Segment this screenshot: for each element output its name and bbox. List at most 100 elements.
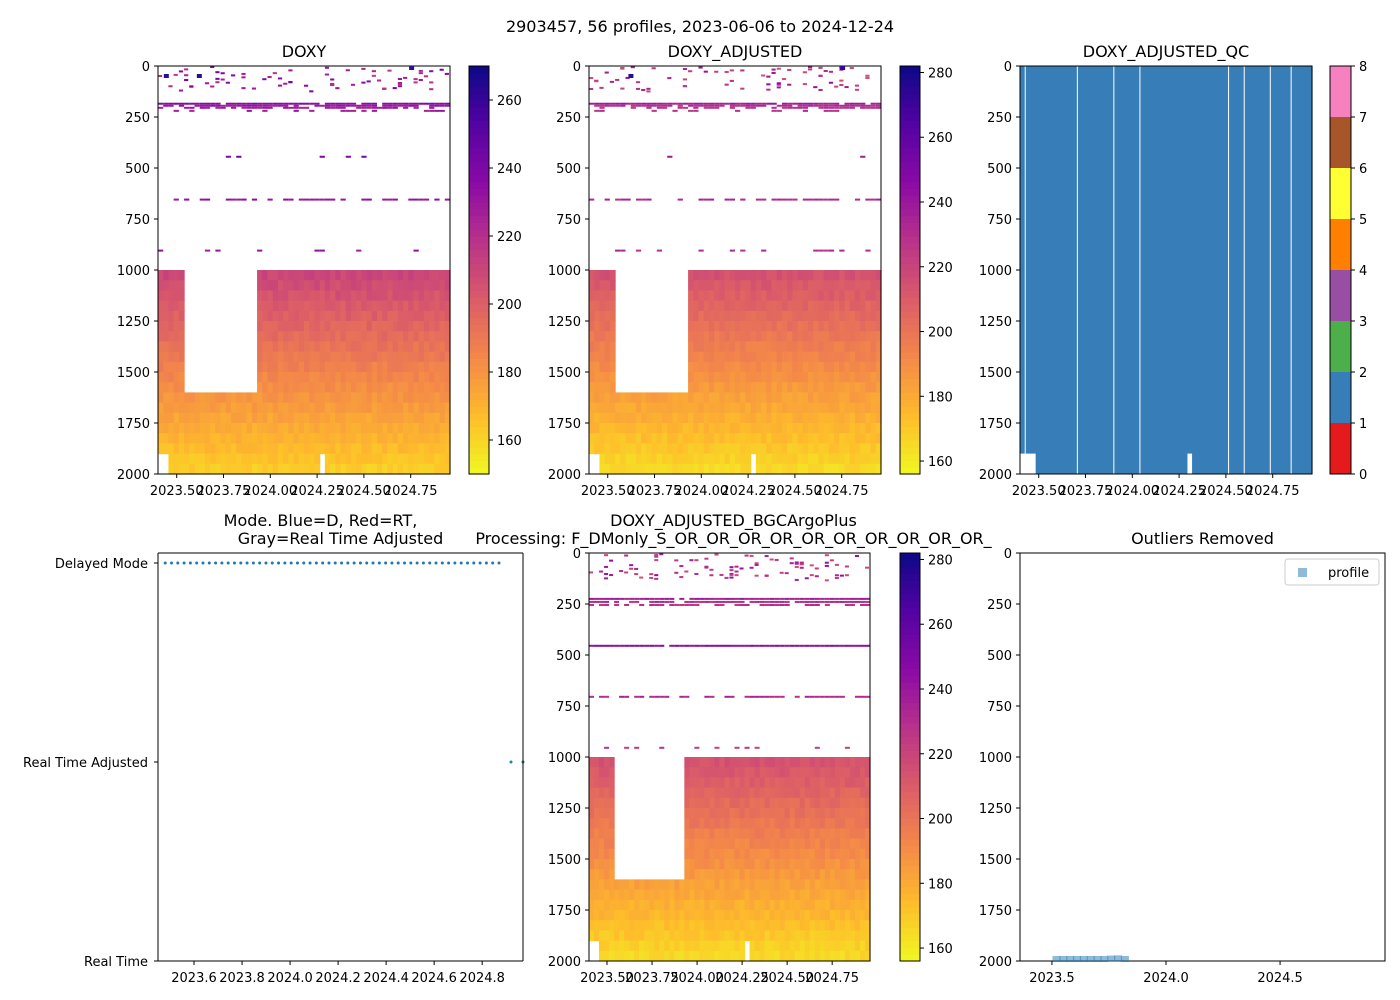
doxy_adj-cell (698, 433, 705, 444)
mode-point (390, 561, 394, 565)
doxy_adj-cell (781, 402, 788, 414)
doxy_adj-cell (766, 290, 773, 302)
bgc-cell (819, 940, 826, 952)
doxy-cell (361, 443, 368, 455)
bgc-cell (589, 757, 595, 768)
doxy_adj-cell (839, 443, 846, 455)
bgc-cell (604, 757, 610, 768)
bgc-cell (774, 879, 781, 891)
bgc-streak (749, 695, 755, 698)
bgc-cell (799, 767, 806, 778)
doxy_adj-cell (755, 433, 762, 444)
doxy_adj-cell (698, 361, 705, 373)
doxy_adj-colorbar-band (900, 256, 920, 264)
mode-point (195, 561, 199, 565)
doxy_adj-cell (740, 372, 747, 383)
doxy_adj-cell (766, 300, 773, 312)
mode-point (409, 561, 413, 565)
doxy_adj-cell (615, 453, 621, 465)
bgc-cell (794, 889, 801, 901)
bgc-speck (684, 570, 689, 573)
bgc-streak (764, 600, 770, 603)
doxy-cell (204, 443, 211, 455)
doxy-cell (397, 270, 404, 281)
doxy-cell (178, 341, 185, 353)
doxy-cell (277, 361, 284, 373)
bgc-cell (789, 848, 796, 860)
qc-cell (1119, 66, 1125, 474)
doxy_adj-cell (651, 402, 658, 414)
bgc-streak (854, 695, 860, 698)
doxy-cell (403, 280, 409, 291)
doxy-cell (236, 412, 243, 424)
doxy-cell (387, 382, 394, 393)
bgc-cell (844, 818, 851, 829)
bgc-streak (709, 644, 715, 647)
bgc-cell (794, 838, 801, 850)
doxy-cell (241, 453, 248, 465)
doxy-cell (168, 423, 175, 434)
bgc-cell (749, 838, 756, 850)
doxy_adj-cell (781, 361, 788, 373)
bgc-cell (799, 838, 806, 850)
doxy_adj-streak (761, 104, 767, 107)
doxy-cell (413, 402, 420, 414)
bgc-colorbar-band (900, 729, 920, 738)
bgc-speck (764, 555, 769, 558)
doxy_adj-cell (609, 392, 616, 404)
bgc-cell (779, 787, 786, 799)
doxy_adj-cell (714, 280, 720, 291)
bgc-cell (604, 879, 610, 891)
doxy-streak (366, 198, 372, 201)
bgc-cell (749, 859, 756, 870)
bgc-cell (774, 848, 781, 860)
doxy-cell (408, 300, 415, 312)
doxy-cell (439, 443, 446, 455)
doxy-streak (319, 249, 325, 252)
doxy-streak (204, 102, 211, 105)
doxy_adj-cell (609, 351, 616, 363)
bgc-cell (604, 899, 610, 911)
bgc-cell (729, 950, 736, 962)
doxy-cell (189, 463, 196, 475)
doxy-cell (277, 351, 284, 363)
outliers-legend-label: profile (1328, 566, 1369, 581)
doxy-cell (272, 361, 279, 373)
doxy-streak (324, 106, 331, 109)
outliers-xtick-label: 2023.5 (1029, 971, 1075, 986)
bgc-cell (764, 920, 771, 931)
doxy-cell (423, 361, 430, 373)
doxy-cell (340, 402, 347, 414)
doxy_adj-speck (620, 66, 625, 69)
doxy_adj-cell (834, 372, 840, 383)
bgc-streak (689, 600, 695, 603)
doxy_adj-cell (781, 382, 788, 393)
bgc-cell (689, 777, 695, 789)
doxy-title: DOXY (282, 42, 327, 61)
doxy_adj-cell (682, 423, 689, 434)
bgc-cell (784, 848, 791, 860)
doxy_adj-cell (839, 392, 846, 404)
doxy_adj-cell (630, 402, 637, 414)
doxy-cell (215, 423, 222, 434)
doxy-cell (304, 321, 310, 332)
doxy_adj-colorbar-band (900, 222, 920, 230)
doxy-speck (429, 88, 434, 91)
bgc-colorbar-band (900, 559, 920, 568)
bgc-colorbar-band (900, 791, 920, 799)
doxy-cell (366, 361, 373, 373)
doxy-cell (392, 270, 399, 281)
bgc-streak (614, 597, 620, 600)
bgc-cell (824, 940, 831, 952)
doxy-cell (309, 321, 316, 332)
outlier-point (1066, 955, 1075, 962)
bgc-cell (594, 899, 600, 911)
doxy_adj-cell (719, 423, 726, 434)
doxy_adj-cell (630, 463, 637, 475)
doxy-colorbar-band (469, 426, 489, 434)
doxy-cell (397, 412, 404, 424)
doxy-cell (304, 453, 310, 465)
doxy-cell (413, 290, 420, 302)
doxy_adj-cell (854, 372, 861, 383)
doxy_adj-streak (870, 106, 876, 109)
